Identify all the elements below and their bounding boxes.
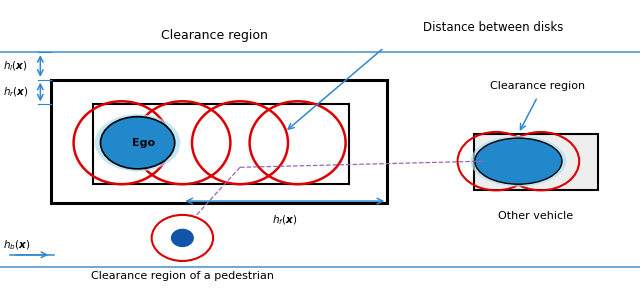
Text: Ego: Ego — [132, 138, 156, 148]
Text: Clearance region: Clearance region — [490, 81, 585, 91]
Text: Other vehicle: Other vehicle — [498, 212, 573, 221]
Bar — [93, 104, 349, 184]
Ellipse shape — [475, 138, 562, 184]
Text: Distance between disks: Distance between disks — [422, 21, 563, 34]
Text: $h_r(\boldsymbol{x})$: $h_r(\boldsymbol{x})$ — [3, 85, 29, 99]
Ellipse shape — [470, 136, 566, 187]
Bar — [474, 134, 598, 190]
Ellipse shape — [171, 229, 194, 247]
Text: Clearance region: Clearance region — [161, 29, 268, 42]
Text: $h_b(\boldsymbol{x})$: $h_b(\boldsymbol{x})$ — [3, 238, 31, 252]
Text: $h_l(\boldsymbol{x})$: $h_l(\boldsymbol{x})$ — [3, 59, 28, 73]
Bar — [51, 80, 387, 203]
Text: Clearance region of a pedestrian: Clearance region of a pedestrian — [91, 271, 274, 281]
Ellipse shape — [100, 117, 175, 169]
Ellipse shape — [152, 215, 213, 261]
Ellipse shape — [95, 114, 180, 171]
Text: $h_f(\boldsymbol{x})$: $h_f(\boldsymbol{x})$ — [272, 213, 298, 227]
